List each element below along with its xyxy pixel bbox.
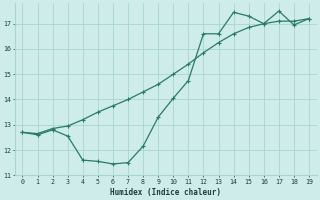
X-axis label: Humidex (Indice chaleur): Humidex (Indice chaleur)	[110, 188, 221, 197]
